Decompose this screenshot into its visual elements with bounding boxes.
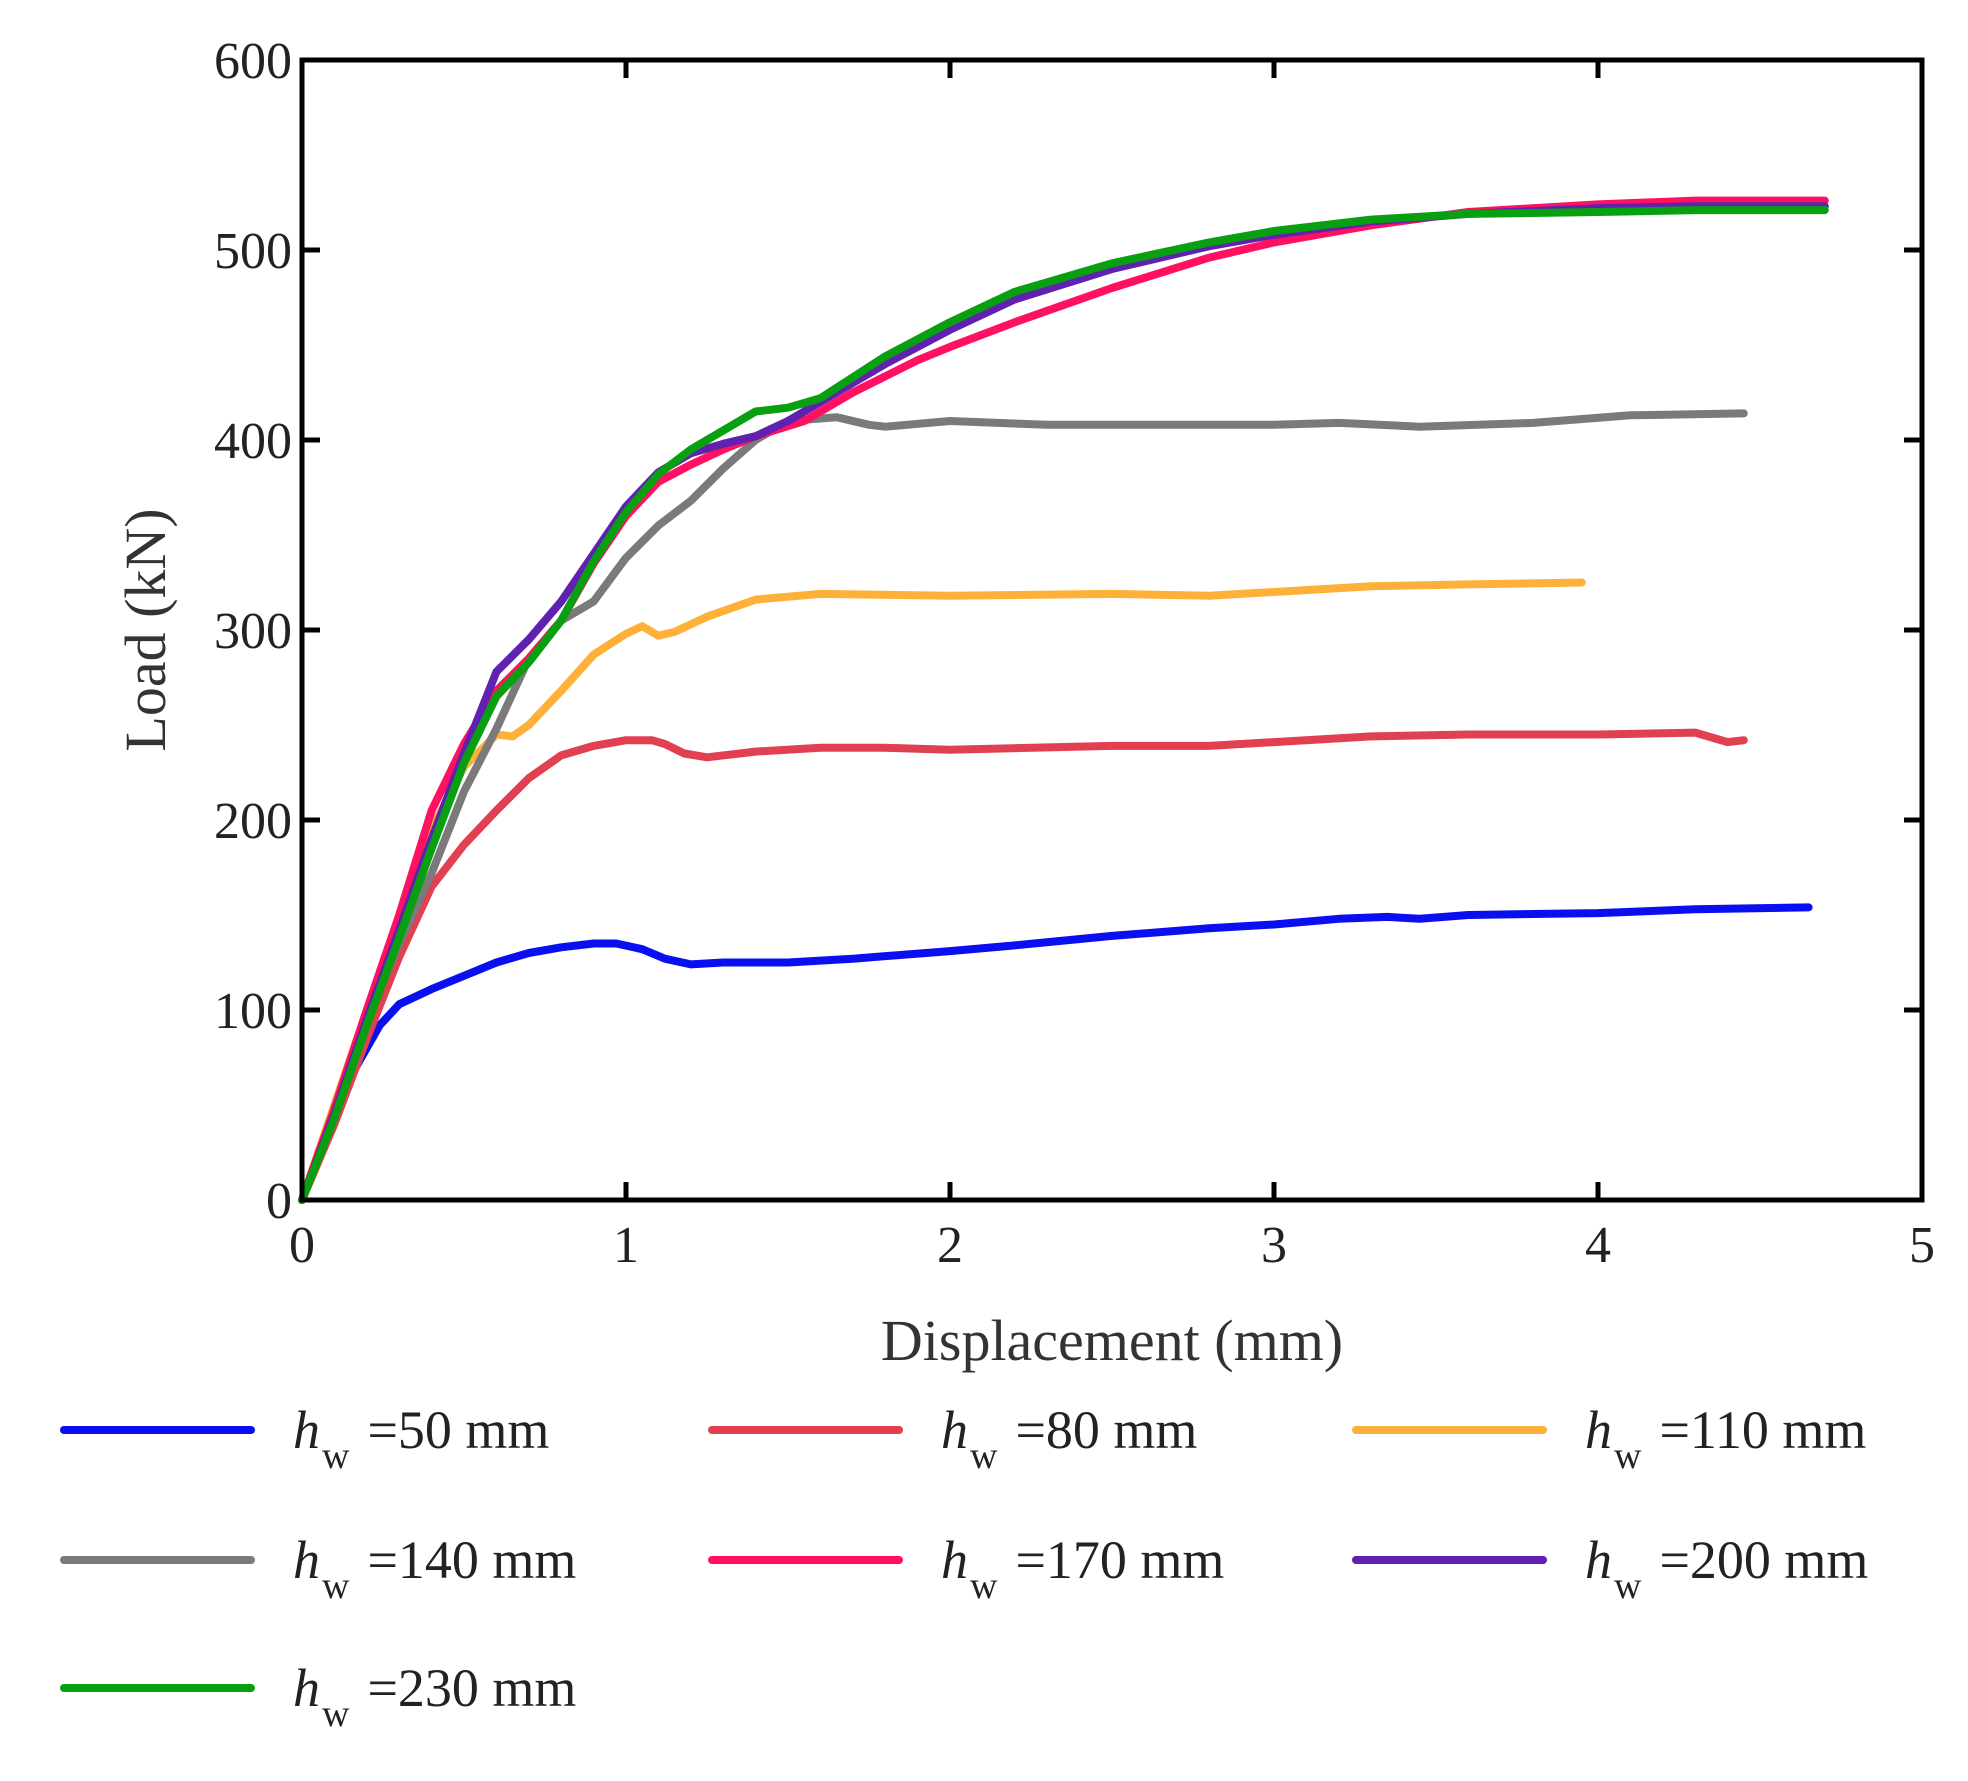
legend-swatch <box>60 1426 255 1434</box>
x-tick-label-1: 1 <box>613 1217 639 1274</box>
series-line-6 <box>298 206 1829 1204</box>
legend-subscript: w <box>970 1565 998 1607</box>
y-axis-label: Load (kN) <box>113 508 178 751</box>
legend-symbol: h <box>293 1400 320 1460</box>
legend-label: hw =50 mm <box>293 1399 550 1477</box>
series-line-3 <box>298 409 1748 1204</box>
legend-label: hw =140 mm <box>293 1529 577 1607</box>
x-tick-label-0: 0 <box>289 1217 315 1274</box>
x-tick-label-5: 5 <box>1909 1217 1935 1274</box>
legend-swatch <box>60 1556 255 1564</box>
legend-value: =170 mm <box>1015 1530 1225 1590</box>
legend-symbol: h <box>941 1530 968 1590</box>
legend-label: hw =200 mm <box>1585 1529 1869 1607</box>
legend-label: hw =170 mm <box>941 1529 1225 1607</box>
legend-symbol: h <box>293 1530 320 1590</box>
legend-symbol: h <box>1585 1530 1612 1590</box>
legend-subscript: w <box>322 1435 350 1477</box>
plot-area-frame <box>299 57 1925 1203</box>
legend-subscript: w <box>322 1693 350 1735</box>
x-tick-label-3: 3 <box>1261 1217 1287 1274</box>
legend-swatch <box>708 1556 903 1564</box>
legend-label: hw =110 mm <box>1585 1399 1867 1477</box>
y-tick-label-0: 0 <box>266 1173 292 1230</box>
legend-value: =230 mm <box>367 1658 577 1718</box>
y-tick-label-3: 300 <box>214 603 292 660</box>
legend-label: hw =80 mm <box>941 1399 1198 1477</box>
series-layer <box>298 196 1829 1204</box>
x-tick-label-2: 2 <box>937 1217 963 1274</box>
y-tick-label-4: 400 <box>214 413 292 470</box>
legend-value: =50 mm <box>367 1400 550 1460</box>
legend-item-0: hw =50 mm <box>60 1390 550 1477</box>
legend-item-2: hw =110 mm <box>1352 1390 1867 1477</box>
y-tick-label-6: 600 <box>214 33 292 90</box>
legend-label: hw =230 mm <box>293 1657 577 1735</box>
series-line-1 <box>298 728 1748 1204</box>
legend-symbol: h <box>941 1400 968 1460</box>
y-tick-label-1: 100 <box>214 983 292 1040</box>
legend-symbol: h <box>293 1658 320 1718</box>
x-tick-label-4: 4 <box>1585 1217 1611 1274</box>
legend-swatch <box>1352 1426 1547 1434</box>
legend-value: =140 mm <box>367 1530 577 1590</box>
legend-subscript: w <box>1614 1565 1642 1607</box>
legend-subscript: w <box>970 1435 998 1477</box>
legend-item-5: hw =200 mm <box>1352 1520 1869 1607</box>
ticks-layer: 0 1 2 3 4 5 0 100 200 300 400 500 600 <box>214 33 1935 1274</box>
legend-item-3: hw =140 mm <box>60 1520 577 1607</box>
series-line-0 <box>298 903 1813 1204</box>
legend-swatch <box>1352 1556 1547 1564</box>
legend-symbol: h <box>1585 1400 1612 1460</box>
legend-swatch <box>60 1684 255 1692</box>
legend-item-4: hw =170 mm <box>708 1520 1225 1607</box>
y-tick-label-2: 200 <box>214 793 292 850</box>
legend-item-1: hw =80 mm <box>708 1390 1198 1477</box>
legend-item-6: hw =230 mm <box>60 1648 577 1735</box>
legend-swatch <box>708 1426 903 1434</box>
legend-subscript: w <box>1614 1435 1642 1477</box>
y-tick-label-5: 500 <box>214 223 292 280</box>
legend-subscript: w <box>322 1565 350 1607</box>
legend-value: =80 mm <box>1015 1400 1198 1460</box>
legend-value: =200 mm <box>1659 1530 1869 1590</box>
x-axis-label: Displacement (mm) <box>881 1308 1343 1373</box>
legend-value: =110 mm <box>1659 1400 1867 1460</box>
